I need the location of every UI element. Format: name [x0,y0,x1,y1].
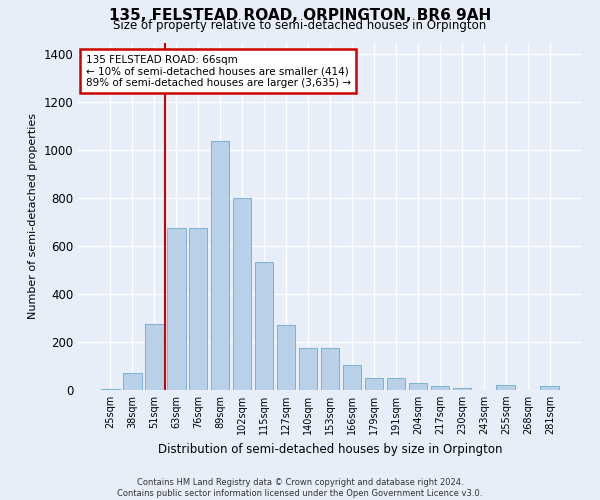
Bar [343,365,361,390]
Bar [145,324,164,390]
Bar [365,378,383,390]
Bar [452,388,471,390]
Bar [123,373,142,390]
Bar [496,385,515,390]
Bar [431,386,449,390]
Bar [409,383,427,390]
Bar [233,198,251,390]
Bar [299,348,317,390]
Bar [167,228,185,390]
Bar [320,348,340,390]
X-axis label: Distribution of semi-detached houses by size in Orpington: Distribution of semi-detached houses by … [158,442,502,456]
Bar [101,389,119,390]
Text: 135, FELSTEAD ROAD, ORPINGTON, BR6 9AH: 135, FELSTEAD ROAD, ORPINGTON, BR6 9AH [109,8,491,22]
Bar [255,262,274,390]
Bar [541,386,559,390]
Bar [211,141,229,390]
Bar [189,228,208,390]
Text: 135 FELSTEAD ROAD: 66sqm
← 10% of semi-detached houses are smaller (414)
89% of : 135 FELSTEAD ROAD: 66sqm ← 10% of semi-d… [86,54,350,88]
Text: Size of property relative to semi-detached houses in Orpington: Size of property relative to semi-detach… [113,18,487,32]
Bar [277,326,295,390]
Text: Contains HM Land Registry data © Crown copyright and database right 2024.
Contai: Contains HM Land Registry data © Crown c… [118,478,482,498]
Bar [386,378,405,390]
Y-axis label: Number of semi-detached properties: Number of semi-detached properties [28,114,38,320]
